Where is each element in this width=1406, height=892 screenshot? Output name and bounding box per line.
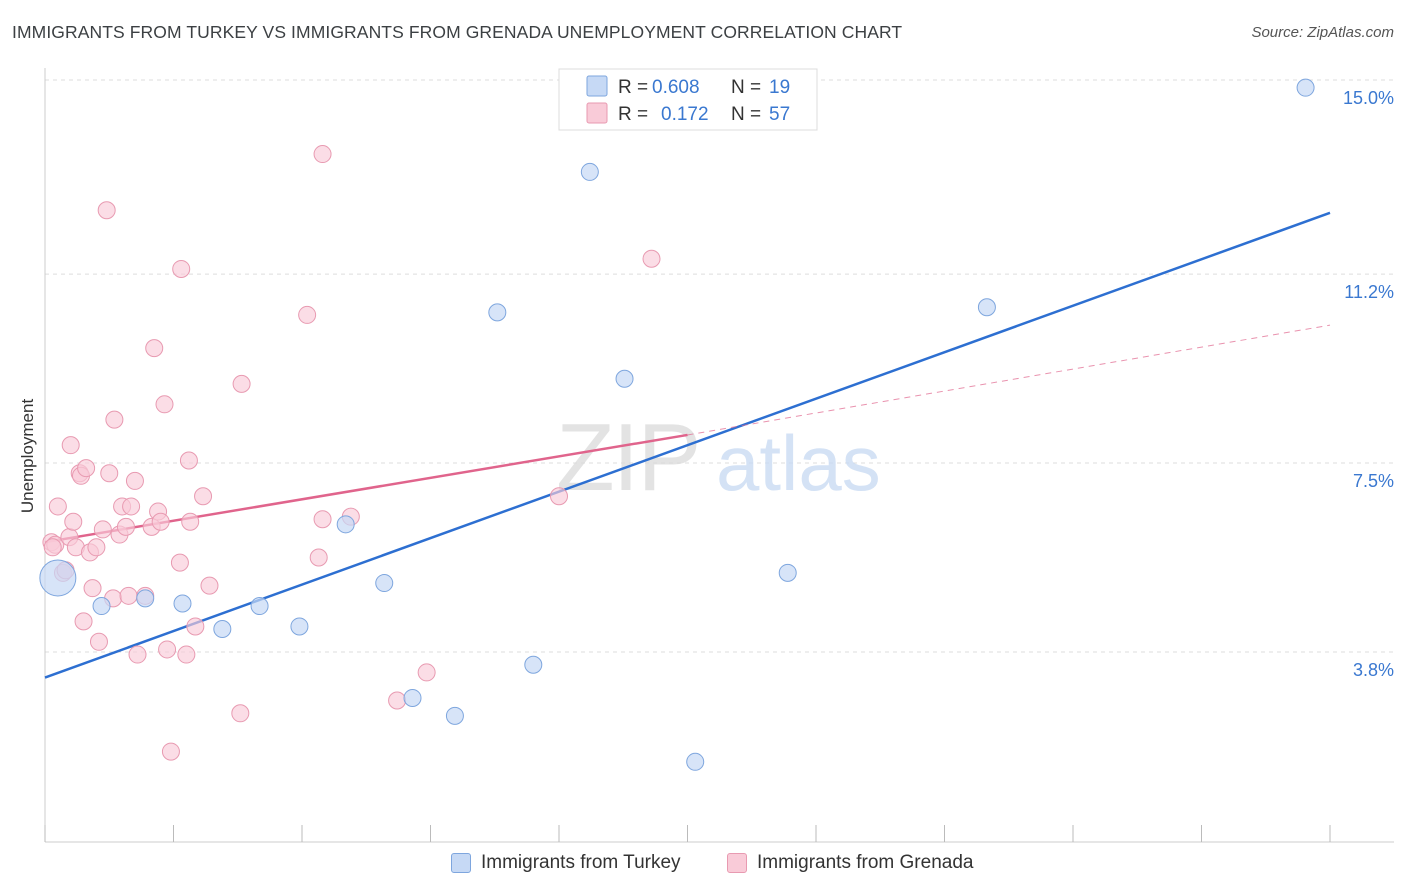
point-grenada-29: [128, 645, 147, 664]
point-turkey-0: [39, 559, 77, 597]
point-grenada-49: [309, 548, 328, 567]
y-tick-label-1: 7.5%: [1353, 471, 1394, 491]
point-grenada-44: [194, 487, 213, 506]
point-grenada-37: [161, 742, 180, 761]
y-tick-label-0: 3.8%: [1353, 660, 1394, 680]
point-turkey-12: [524, 655, 543, 674]
legend-swatch-turkey: [586, 75, 608, 97]
point-turkey-15: [686, 752, 705, 771]
point-grenada-20: [100, 464, 119, 483]
point-turkey-2: [136, 589, 155, 608]
data-points: [39, 78, 1315, 771]
point-grenada-32: [145, 339, 164, 358]
legend-r-label-turkey: R =: [618, 77, 648, 98]
point-grenada-50: [313, 145, 332, 164]
point-grenada-47: [232, 374, 251, 393]
legend-label-turkey: Immigrants from Turkey: [481, 852, 681, 873]
point-turkey-16: [778, 563, 797, 582]
legend-label-grenada: Immigrants from Grenada: [757, 852, 974, 873]
legend-r-label-grenada: R =: [618, 104, 648, 125]
point-turkey-11: [488, 303, 507, 322]
legend-swatch-turkey-bottom: [451, 853, 471, 873]
legend-r-value-turkey: 0.608: [652, 77, 700, 98]
point-turkey-7: [336, 515, 355, 534]
point-grenada-15: [83, 579, 102, 598]
point-grenada-16: [87, 538, 106, 557]
point-turkey-13: [580, 162, 599, 181]
legend-n-value-turkey: 19: [769, 77, 790, 98]
legend-swatch-grenada-bottom: [727, 853, 747, 873]
tick-labels: 3.8%7.5%11.2%15.0%0.0%10.0%: [1343, 88, 1394, 680]
point-turkey-17: [977, 298, 996, 317]
point-grenada-17: [89, 632, 108, 651]
point-grenada-34: [151, 512, 170, 531]
point-grenada-27: [122, 497, 141, 516]
point-grenada-51: [313, 510, 332, 529]
trend-line-grenada-extension: [687, 324, 1331, 436]
point-grenada-45: [200, 576, 219, 595]
point-grenada-18: [93, 520, 112, 539]
point-grenada-48: [298, 305, 317, 324]
point-turkey-3: [173, 594, 192, 613]
legend-swatch-grenada: [586, 102, 608, 124]
legend-n-label-turkey: N =: [731, 77, 761, 98]
y-tick-label-3: 15.0%: [1343, 88, 1394, 108]
legend-top: R = 0.608 N = 19 R = 0.172 N = 57: [558, 68, 818, 131]
point-grenada-53: [388, 691, 407, 710]
legend-item-grenada: Immigrants from Grenada: [727, 852, 973, 874]
trend-line-turkey: [44, 211, 1331, 679]
point-turkey-5: [250, 597, 269, 616]
point-turkey-6: [290, 617, 309, 636]
legend-item-turkey: Immigrants from Turkey: [451, 852, 681, 874]
legend-n-label-grenada: N =: [731, 104, 761, 125]
axes: [44, 68, 1394, 843]
point-grenada-42: [181, 512, 200, 531]
y-tick-label-2: 11.2%: [1344, 282, 1394, 302]
point-grenada-22: [105, 410, 124, 429]
legend-bottom: Immigrants from Turkey Immigrants from G…: [0, 850, 1406, 880]
point-grenada-46: [231, 704, 250, 723]
point-turkey-9: [403, 688, 422, 707]
point-turkey-14: [615, 369, 634, 388]
scatter-chart: ZIP atlas 3.8%7.5%11.2%15.0%0.0%10.0% R …: [39, 68, 1394, 843]
point-grenada-56: [642, 249, 661, 268]
watermark-atlas: atlas: [716, 419, 881, 507]
watermark: ZIP atlas: [556, 404, 881, 511]
point-turkey-10: [445, 706, 464, 725]
point-grenada-41: [179, 451, 198, 470]
point-grenada-28: [125, 471, 144, 490]
point-grenada-54: [417, 663, 436, 682]
point-turkey-4: [213, 620, 232, 639]
point-grenada-2: [43, 538, 62, 557]
point-grenada-36: [158, 640, 177, 659]
grid-lines: [45, 79, 1394, 653]
point-grenada-26: [119, 586, 138, 605]
point-grenada-40: [177, 645, 196, 664]
point-grenada-12: [77, 459, 96, 478]
point-turkey-1: [92, 597, 111, 616]
watermark-zip: ZIP: [556, 404, 699, 511]
point-grenada-7: [61, 436, 80, 455]
legend-r-value-grenada: 0.172: [661, 104, 709, 125]
point-grenada-19: [97, 201, 116, 220]
trend-lines: [44, 211, 1331, 679]
point-grenada-39: [172, 259, 191, 278]
legend-n-value-grenada: 57: [769, 104, 790, 125]
point-grenada-55: [550, 487, 568, 506]
point-turkey-8: [375, 574, 394, 593]
chart-title: IMMIGRANTS FROM TURKEY VS IMMIGRANTS FRO…: [12, 22, 903, 42]
point-grenada-35: [155, 395, 174, 414]
point-grenada-8: [64, 512, 83, 531]
point-grenada-38: [170, 553, 189, 572]
point-grenada-43: [186, 617, 205, 636]
point-grenada-25: [116, 517, 135, 536]
point-grenada-3: [48, 497, 67, 516]
point-turkey-18: [1296, 78, 1315, 97]
point-grenada-13: [74, 612, 93, 631]
source-label: Source: ZipAtlas.com: [1251, 24, 1394, 41]
